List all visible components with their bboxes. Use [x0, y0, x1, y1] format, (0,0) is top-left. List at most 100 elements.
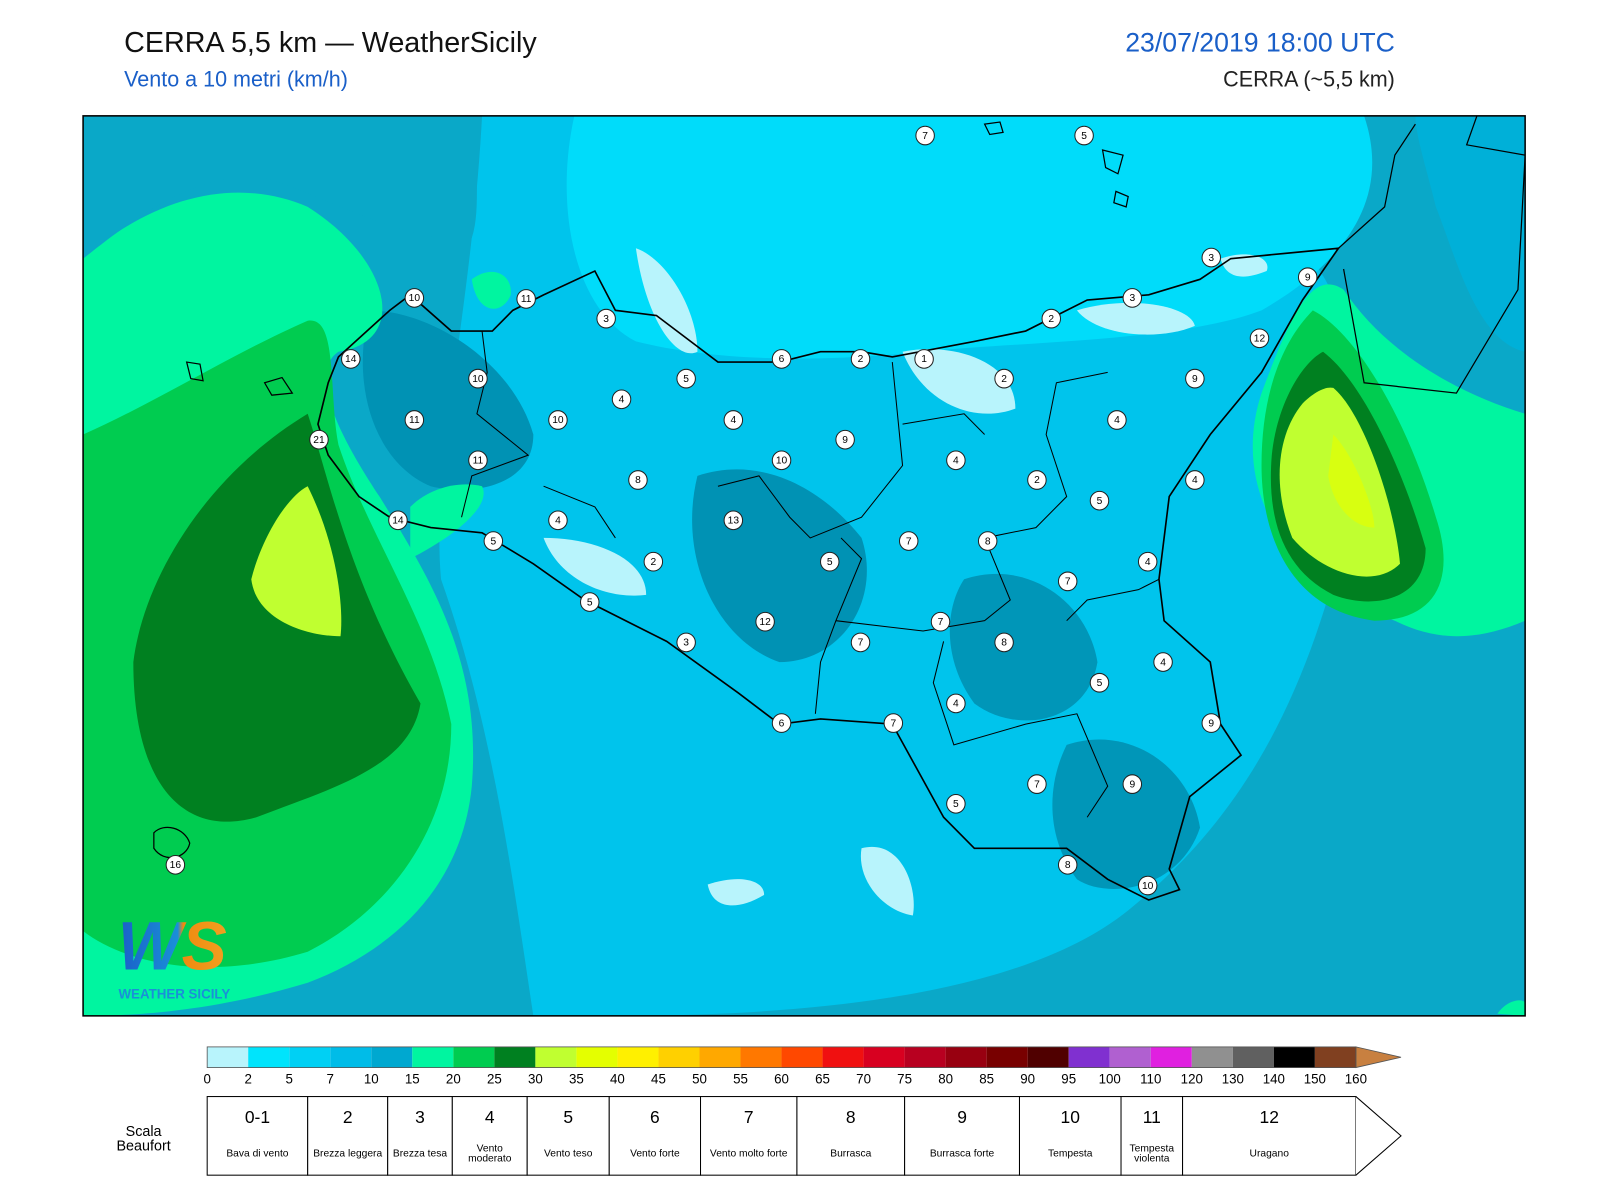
colorbar-segment — [986, 1046, 1028, 1068]
station-value: 8 — [635, 475, 641, 486]
station-value: 14 — [345, 354, 357, 365]
colorbar-outline — [206, 1046, 1357, 1068]
colorbar-tick-label: 10 — [364, 1071, 379, 1086]
beaufort-label: Vento teso — [543, 1148, 593, 1160]
colorbar-tick-label: 75 — [897, 1071, 912, 1086]
beaufort-label-box: Burrasca — [830, 1148, 872, 1160]
beaufort-label: Bava di vento — [226, 1148, 289, 1160]
beaufort-box — [796, 1096, 906, 1176]
map-frame — [82, 115, 1526, 1017]
beaufort-force: 9 — [957, 1107, 967, 1127]
beaufort-label-box: Tempesta violenta — [1130, 1144, 1174, 1165]
beaufort-label: Vento forte — [630, 1148, 680, 1160]
colorbar-segment — [945, 1046, 987, 1068]
beaufort-force: 8 — [846, 1107, 856, 1127]
station-marker — [898, 531, 919, 551]
station-value: 4 — [619, 395, 625, 406]
subtitle: Vento a 10 metri (km/h) — [124, 66, 348, 91]
station-value: 9 — [842, 435, 848, 446]
station-marker — [1057, 571, 1078, 592]
colorbar-tick-label: 70 — [856, 1071, 871, 1086]
colorbar-tick-label: 120 — [1181, 1071, 1203, 1086]
station-marker — [404, 288, 425, 308]
station-marker — [1027, 470, 1047, 490]
station-marker — [468, 450, 488, 471]
beaufort-label-box: Brezza tesa — [392, 1148, 448, 1160]
station-value: 9 — [1208, 718, 1214, 729]
colorbar-segment — [1068, 1046, 1110, 1068]
station-value: 8 — [985, 536, 991, 547]
colorbar-tick-label: 80 — [938, 1071, 953, 1086]
colorbar: 0 2 5 7 10 15 20 25 30 35 40 45 50 55 60 65 70 75 80 85 90 95… — [203, 1046, 1402, 1087]
colorbar-segment — [658, 1046, 700, 1068]
station-marker — [1137, 551, 1158, 572]
station-marker — [946, 450, 966, 471]
station-value: 2 — [1001, 374, 1007, 385]
beaufort-label: Brezza leggera — [313, 1148, 383, 1160]
station-value: 7 — [890, 718, 896, 729]
station-marker — [1201, 247, 1222, 268]
beaufort-box — [1182, 1096, 1357, 1176]
station-marker — [1297, 267, 1318, 288]
station-marker — [771, 349, 792, 369]
station-value: 10 — [552, 415, 564, 426]
station-marker — [1153, 652, 1173, 672]
station-value: 7 — [858, 638, 864, 649]
station-marker — [309, 429, 329, 450]
station-marker — [1185, 470, 1205, 490]
station-value: 4 — [1145, 557, 1151, 568]
colorbar-tick-label: 90 — [1020, 1071, 1035, 1086]
station-value: 9 — [1305, 272, 1311, 283]
colorbar-segment — [1109, 1046, 1151, 1068]
station-value: 8 — [1001, 638, 1007, 649]
station-value: 5 — [683, 374, 689, 385]
station-value: 10 — [472, 374, 484, 385]
beaufort-box — [904, 1096, 1020, 1176]
station-value: 5 — [827, 557, 833, 568]
station-marker — [1074, 125, 1094, 146]
beaufort-label-box: Uragano — [1250, 1149, 1289, 1159]
station-marker — [1122, 774, 1143, 794]
beaufort-label: Burrasca forte — [929, 1148, 995, 1160]
colorbar-tick-label: 130 — [1222, 1071, 1244, 1086]
beaufort-box — [1018, 1096, 1122, 1176]
station-value: 7 — [1034, 779, 1040, 790]
beaufort-label-box: Tempesta — [1048, 1148, 1093, 1160]
colorbar-segment — [412, 1046, 454, 1068]
beaufort-force: 5 — [563, 1107, 573, 1127]
beaufort-label: Brezza tesa — [392, 1148, 448, 1160]
station-marker — [1089, 490, 1110, 511]
colorbar-tick-label: 30 — [528, 1071, 543, 1086]
colorbar-segment — [863, 1046, 905, 1068]
beaufort-scale: Scala Beaufort 0-1 Bava di vento 2 Brezza l… — [116, 1096, 1402, 1176]
colorbar-segment — [1273, 1046, 1315, 1068]
station-value: 13 — [728, 516, 740, 527]
station-value: 10 — [776, 456, 788, 467]
beaufort-label-box: Burrasca forte — [929, 1148, 995, 1160]
station-marker — [1185, 368, 1205, 389]
beaufort-label: Burrasca — [830, 1148, 872, 1160]
station-marker — [930, 611, 951, 632]
colorbar-tick-label: 25 — [487, 1071, 502, 1086]
beaufort-label: Tempesta — [1048, 1148, 1093, 1160]
colorbar-segment — [1314, 1046, 1356, 1068]
beaufort-force: 11 — [1143, 1107, 1161, 1127]
logo: WS WEATHER SICILY — [118, 908, 231, 1001]
station-value: 11 — [409, 415, 420, 426]
colorbar-segment — [699, 1046, 741, 1068]
beaufort-force: 3 — [415, 1107, 425, 1127]
station-marker — [755, 611, 775, 632]
beaufort-force: 12 — [1260, 1107, 1279, 1127]
colorbar-tick-label: 100 — [1099, 1071, 1121, 1086]
station-value: 4 — [953, 456, 959, 467]
station-marker — [1201, 713, 1222, 733]
station-marker — [883, 713, 904, 733]
beaufort-arrow — [1355, 1096, 1402, 1176]
station-marker — [914, 349, 934, 369]
colorbar-arrow — [1355, 1046, 1402, 1069]
logo-mark: WS — [118, 908, 227, 984]
station-value: 2 — [650, 557, 656, 568]
station-marker — [915, 125, 935, 146]
